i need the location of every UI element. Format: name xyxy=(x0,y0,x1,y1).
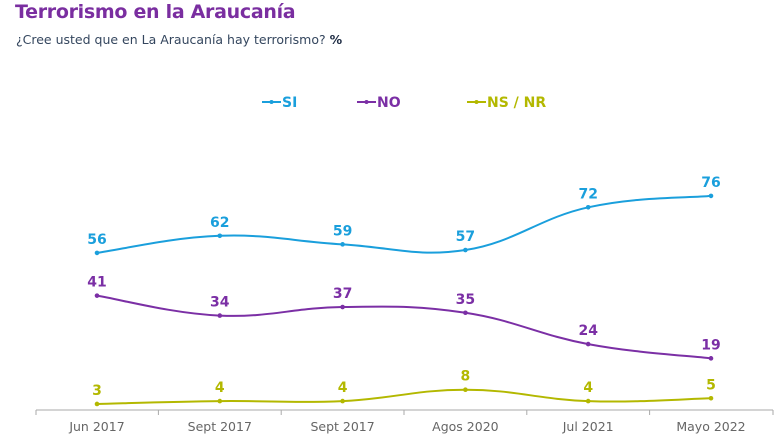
series-si: 56 62 59 57 72 76 xyxy=(87,175,721,256)
data-point xyxy=(340,304,345,310)
data-point xyxy=(340,242,345,247)
series-line xyxy=(96,194,712,254)
data-point xyxy=(94,293,100,298)
data-label: 37 xyxy=(333,286,352,302)
data-label: 41 xyxy=(87,275,106,291)
data-point xyxy=(708,193,714,199)
data-point xyxy=(463,387,468,393)
data-point xyxy=(463,247,468,253)
data-point xyxy=(340,398,345,404)
data-label: 24 xyxy=(578,323,598,339)
x-tick-label: Sept 2017 xyxy=(188,419,252,434)
data-label: 72 xyxy=(578,186,597,202)
chart-title: Terrorismo en la Araucanía xyxy=(15,1,296,23)
legend-label: SI xyxy=(282,95,297,111)
data-point xyxy=(217,313,223,318)
subtitle-question: ¿Cree usted que en La Araucanía hay terr… xyxy=(16,32,326,47)
x-axis: Jun 2017 Sept 2017 Sept 2017 Agos 2020 Jul 2… xyxy=(35,409,774,434)
data-label: 57 xyxy=(456,229,475,245)
legend-item: NO xyxy=(357,95,401,111)
legend-marker xyxy=(474,100,479,104)
x-tick-label: Agos 2020 xyxy=(432,419,498,434)
data-point xyxy=(217,233,223,239)
series-nsnr: 3 4 4 8 4 5 xyxy=(92,369,716,407)
data-point xyxy=(463,310,468,316)
legend-item: SI xyxy=(262,95,297,111)
data-point xyxy=(585,398,591,404)
data-point xyxy=(217,398,223,404)
data-label: 34 xyxy=(210,295,230,311)
data-point xyxy=(585,341,591,347)
x-tick-label: Jul 2021 xyxy=(562,419,614,434)
data-point xyxy=(585,205,591,210)
series-no: 41 34 37 35 24 19 xyxy=(87,275,721,361)
legend-marker xyxy=(269,100,274,104)
data-label: 56 xyxy=(87,232,106,248)
data-point xyxy=(708,356,714,361)
data-label: 19 xyxy=(701,337,720,353)
legend: SI NO NS / NR xyxy=(262,95,546,111)
subtitle-unit: % xyxy=(329,32,343,47)
legend-item: NS / NR xyxy=(467,95,546,111)
chart-subtitle: ¿Cree usted que en La Araucanía hay terr… xyxy=(16,32,342,47)
data-label: 59 xyxy=(333,223,352,239)
data-label: 4 xyxy=(338,380,348,396)
data-point xyxy=(94,401,100,407)
data-label: 4 xyxy=(583,380,593,396)
data-label: 3 xyxy=(92,383,102,399)
legend-label: NS / NR xyxy=(487,95,546,111)
legend-label: NO xyxy=(377,95,401,111)
data-label: 62 xyxy=(210,215,229,231)
data-label: 8 xyxy=(461,369,471,385)
x-tick-label: Mayo 2022 xyxy=(676,419,745,434)
series-line xyxy=(96,294,712,360)
data-point xyxy=(708,395,714,401)
series-line xyxy=(96,388,712,405)
data-point xyxy=(94,250,100,256)
x-tick-label: Sept 2017 xyxy=(310,419,374,434)
legend-marker xyxy=(364,100,369,104)
data-label: 4 xyxy=(215,380,225,396)
data-label: 76 xyxy=(701,175,720,191)
x-tick-label: Jun 2017 xyxy=(68,419,124,434)
data-label: 5 xyxy=(706,377,716,393)
data-label: 35 xyxy=(456,292,475,308)
